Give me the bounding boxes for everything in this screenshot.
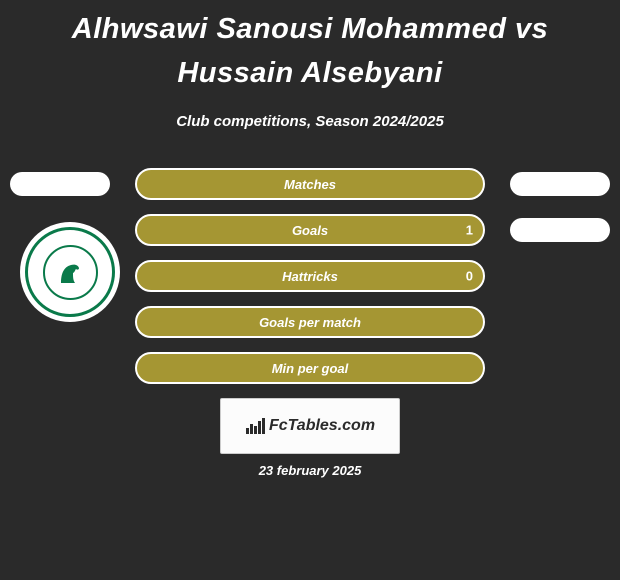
stat-label: Goals per match: [259, 315, 361, 330]
watermark-text: FcTables.com: [269, 417, 375, 435]
team-crest-left: [20, 222, 120, 322]
stat-bar: Matches: [135, 168, 485, 200]
horse-icon: [43, 245, 98, 300]
left-value-pill: [10, 172, 110, 196]
stat-bar: Hattricks 0: [135, 260, 485, 292]
right-value-pill: [510, 172, 610, 196]
stat-label: Matches: [284, 177, 336, 192]
stat-bar: Goals 1: [135, 214, 485, 246]
stat-row: Matches: [0, 168, 620, 200]
stat-bar: Min per goal: [135, 352, 485, 384]
stat-right-value: 0: [466, 269, 473, 284]
stat-label: Goals: [292, 223, 328, 238]
watermark-badge: FcTables.com: [220, 398, 400, 454]
comparison-title: Alhwsawi Sanousi Mohammed vs Hussain Als…: [0, 0, 620, 95]
stat-label: Hattricks: [282, 269, 338, 284]
stat-bar: Goals per match: [135, 306, 485, 338]
stat-label: Min per goal: [272, 361, 349, 376]
snapshot-date: 23 february 2025: [0, 463, 620, 478]
stat-right-value: 1: [466, 223, 473, 238]
bars-icon: [245, 417, 267, 435]
right-value-pill: [510, 218, 610, 242]
stat-row: Min per goal: [0, 352, 620, 384]
comparison-subtitle: Club competitions, Season 2024/2025: [0, 113, 620, 130]
